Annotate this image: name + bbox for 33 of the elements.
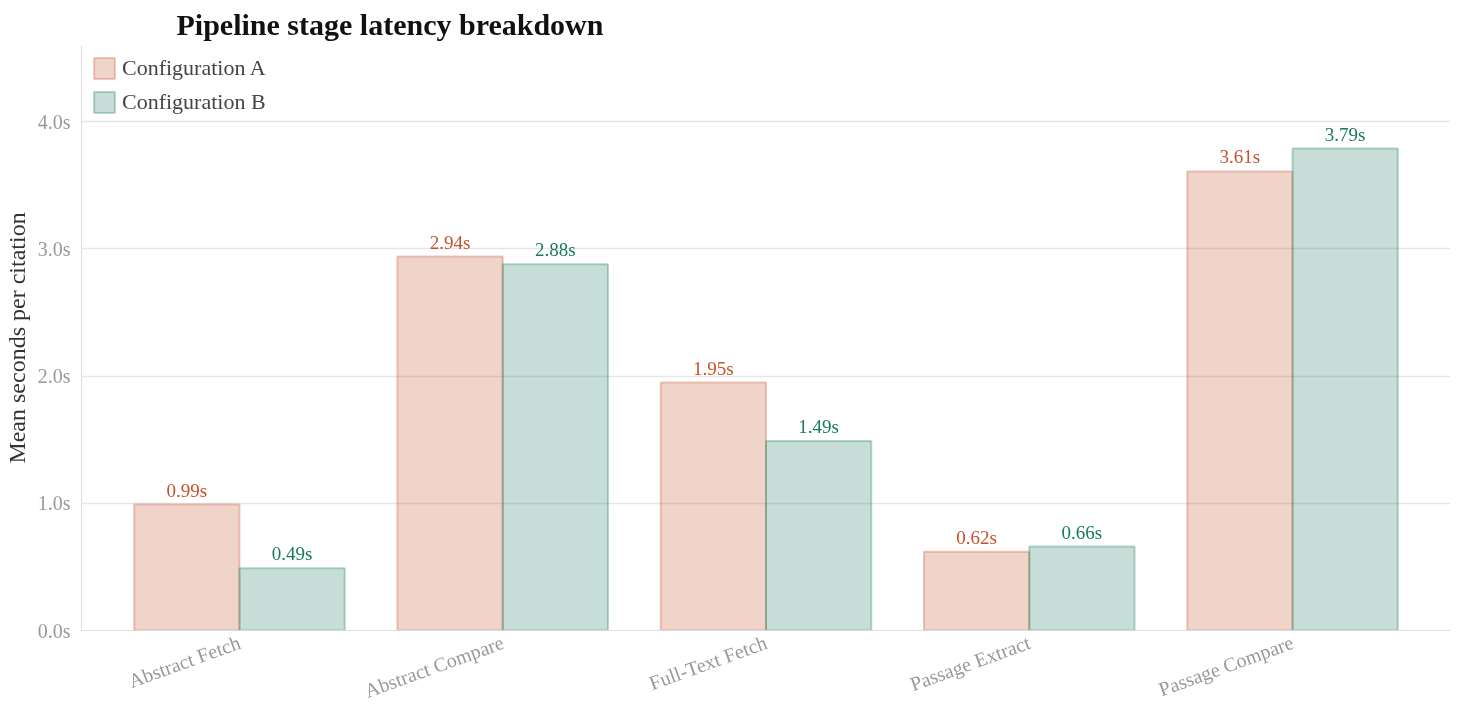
data-label: 2.88s [535, 239, 576, 261]
legend-label: Configuration A [122, 55, 266, 81]
data-label: 0.99s [166, 479, 208, 501]
x-tick-label: Abstract Fetch [125, 631, 244, 692]
y-tick-label: 0.0s [37, 619, 71, 642]
data-label: 0.62s [956, 526, 997, 548]
x-tick-label: Passage Compare [1155, 631, 1297, 702]
data-label: 3.79s [1324, 123, 1366, 145]
bar [396, 255, 504, 631]
x-tick-label: Passage Extract [907, 631, 1034, 696]
bar [659, 381, 767, 631]
bar [501, 263, 610, 631]
y-tick-label: 3.0s [37, 237, 71, 260]
data-label: 0.49s [271, 543, 313, 565]
y-axis-title: Mean seconds per citation [3, 212, 30, 464]
bar [922, 550, 1031, 631]
data-label: 1.49s [798, 416, 839, 438]
y-tick-label: 1.0s [37, 492, 71, 515]
y-tick-label: 4.0s [37, 110, 71, 133]
x-tick-label: Abstract Compare [361, 631, 507, 703]
data-label: 0.66s [1061, 521, 1103, 543]
data-label: 3.61s [1219, 146, 1261, 168]
bar [1291, 147, 1399, 631]
legend-label: Configuration B [122, 89, 266, 115]
y-tick-label: 2.0s [37, 365, 71, 388]
bar [765, 440, 873, 631]
data-label: 2.94s [429, 231, 471, 253]
bar [1028, 545, 1136, 631]
bar [133, 503, 241, 631]
bar [1186, 170, 1294, 631]
chart-title: Pipeline stage latency breakdown [176, 7, 604, 41]
bar [238, 567, 346, 631]
data-label: 1.95s [693, 357, 734, 379]
